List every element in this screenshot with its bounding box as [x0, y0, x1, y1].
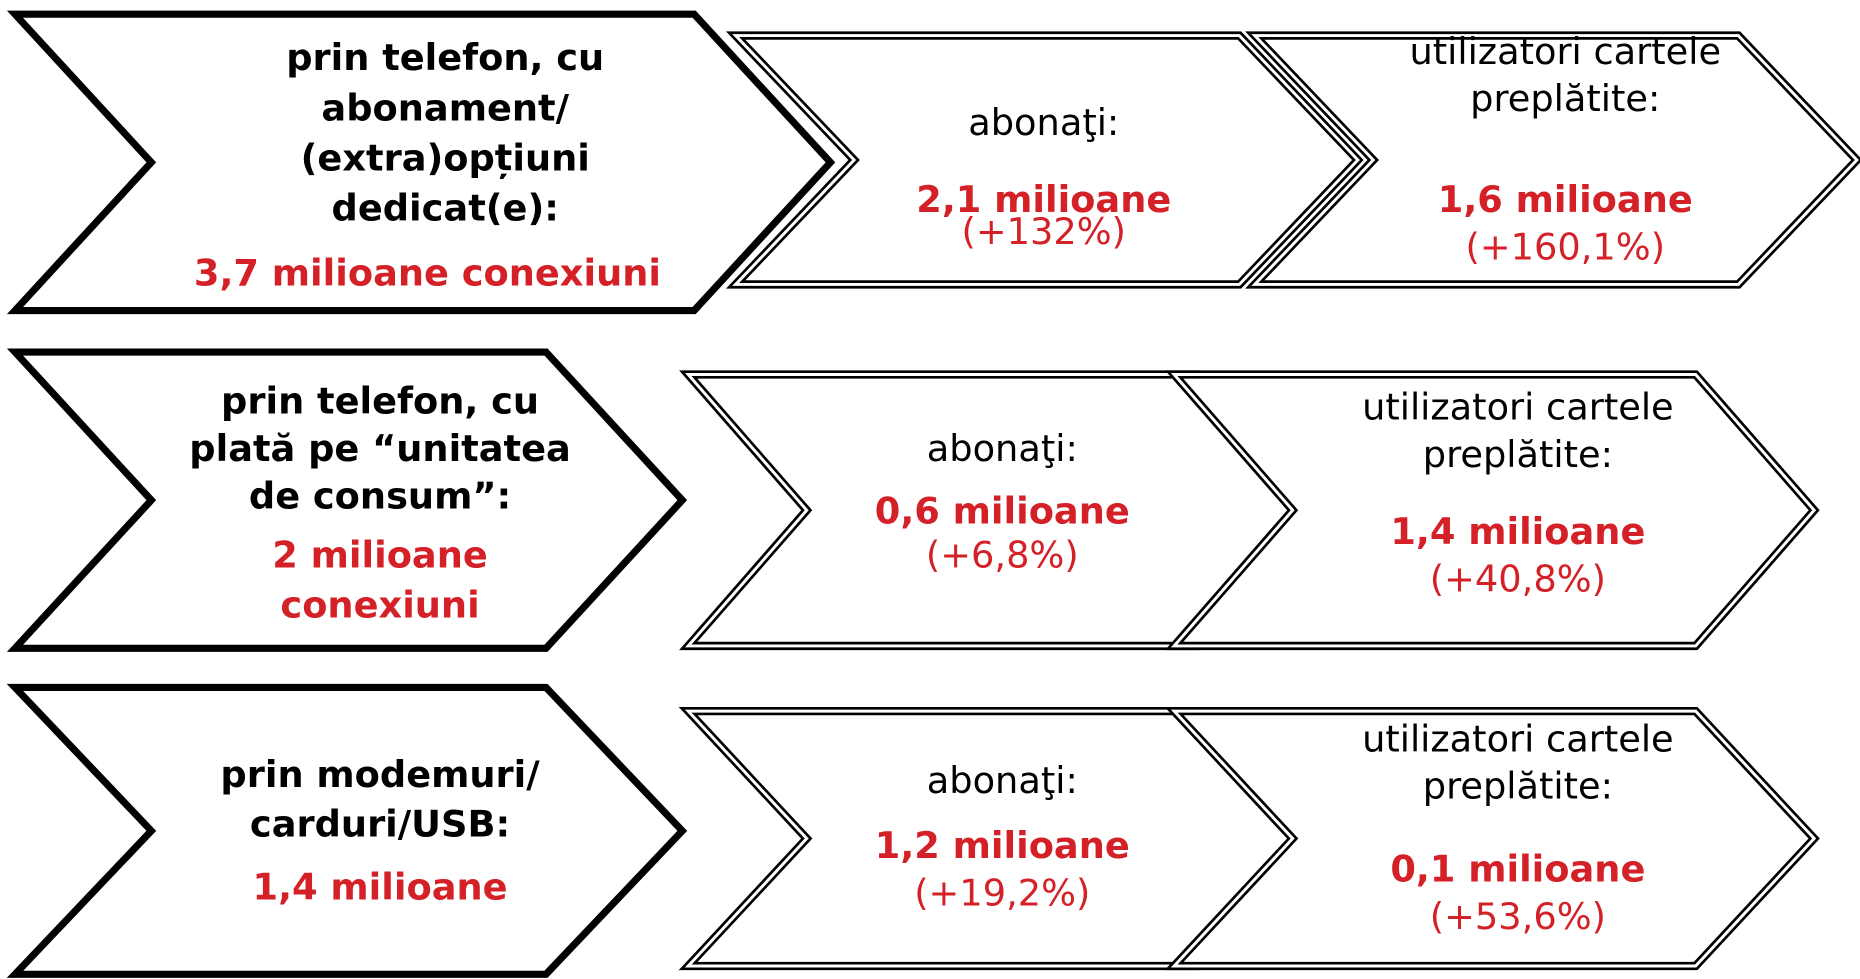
main-total: conexiuni: [280, 583, 479, 626]
main-total: 2 milioane: [272, 534, 488, 577]
main-total: 3,7 milioane conexiuni: [194, 251, 661, 294]
main-label: carduri/USB:: [250, 803, 510, 846]
subscribers-change: (+19,2%): [914, 871, 1090, 914]
main-label: dedicat(e):: [332, 186, 559, 229]
prepaid-label: utilizatori cartele: [1409, 30, 1721, 73]
subscribers-label: abonaţi:: [927, 427, 1078, 470]
main-label: plată pe “unitatea: [189, 427, 570, 470]
prepaid-label: preplătite:: [1470, 77, 1660, 120]
subscribers-value: 2,1 milioane: [916, 178, 1171, 221]
main-label: (extra)opțiuni: [301, 137, 590, 180]
chevron-inner: [1251, 34, 1859, 286]
prepaid-change: (+160,1%): [1466, 225, 1666, 268]
prepaid-label: preplătite:: [1423, 765, 1613, 808]
prepaid-value: 0,1 milioane: [1390, 848, 1645, 891]
subscribers-change: (+132%): [962, 210, 1126, 253]
main-total: 1,4 milioane: [253, 865, 508, 908]
main-chevron: [6, 348, 688, 652]
prepaid-label: preplătite:: [1423, 433, 1613, 476]
chevron-inner: [732, 34, 1360, 286]
prepaid-change: (+53,6%): [1430, 895, 1606, 938]
main-chevron: [6, 683, 688, 978]
main-label: de consum”:: [249, 474, 511, 517]
subscribers-label: abonaţi:: [968, 101, 1119, 144]
prepaid-value: 1,4 milioane: [1390, 510, 1645, 553]
chevron-inner: [1170, 709, 1817, 968]
prepaid-change: (+40,8%): [1430, 557, 1606, 600]
main-label: prin modemuri/: [220, 753, 540, 796]
subscribers-change: (+6,8%): [926, 534, 1079, 577]
main-label: prin telefon, cu: [221, 379, 539, 422]
prepaid-value: 1,6 milioane: [1438, 178, 1693, 221]
subscribers-value: 1,2 milioane: [875, 824, 1130, 867]
subscribers-label: abonaţi:: [927, 759, 1078, 802]
chevron-inner: [1170, 373, 1817, 648]
prepaid-label: utilizatori cartele: [1362, 717, 1674, 760]
main-label: prin telefon, cu: [286, 36, 604, 79]
prepaid-label: utilizatori cartele: [1362, 385, 1674, 428]
subscribers-value: 0,6 milioane: [875, 490, 1130, 533]
main-label: abonament/: [321, 87, 569, 130]
main-chevron: [6, 10, 836, 315]
